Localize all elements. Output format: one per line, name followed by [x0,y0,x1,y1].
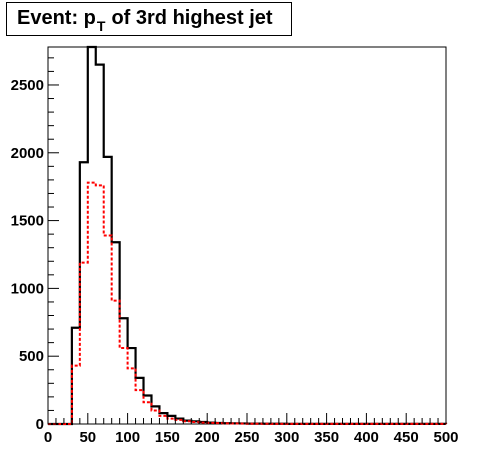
y-tick-label: 500 [19,348,44,365]
x-tick-label: 450 [394,429,419,446]
y-tick-label: 0 [36,416,44,433]
x-tick-label: 400 [354,429,379,446]
x-tick-label: 100 [115,429,140,446]
series-layer [48,45,448,426]
chart-title-box: Event: pT of 3rd highest jet [6,2,292,36]
y-tick-label: 1500 [11,213,44,230]
y-tick-label: 2500 [11,77,44,94]
chart-title: Event: pT of 3rd highest jet [17,7,273,34]
y-tick-label: 2000 [11,145,44,162]
title-suffix: of 3rd highest jet [111,7,273,29]
histogram-series-2 [48,181,447,425]
plot-frame [47,46,447,425]
x-tick-label: 50 [79,429,96,446]
x-tick-label: 0 [44,429,52,446]
axis-layer: 0 50 100 150 200 250 300 350 400 450 500 0 500 1000 15… [11,57,459,446]
title-subscript: T [96,18,106,34]
title-prefix: Event: p [17,7,96,29]
y-tick-label: 1000 [11,280,44,297]
x-tick-label: 500 [433,429,458,446]
x-tick-label: 350 [314,429,339,446]
x-tick-label: 150 [155,429,180,446]
x-tick-label: 300 [274,429,299,446]
x-tick-label: 250 [234,429,259,446]
histogram-series-1 [48,45,448,426]
x-tick-label: 200 [195,429,220,446]
